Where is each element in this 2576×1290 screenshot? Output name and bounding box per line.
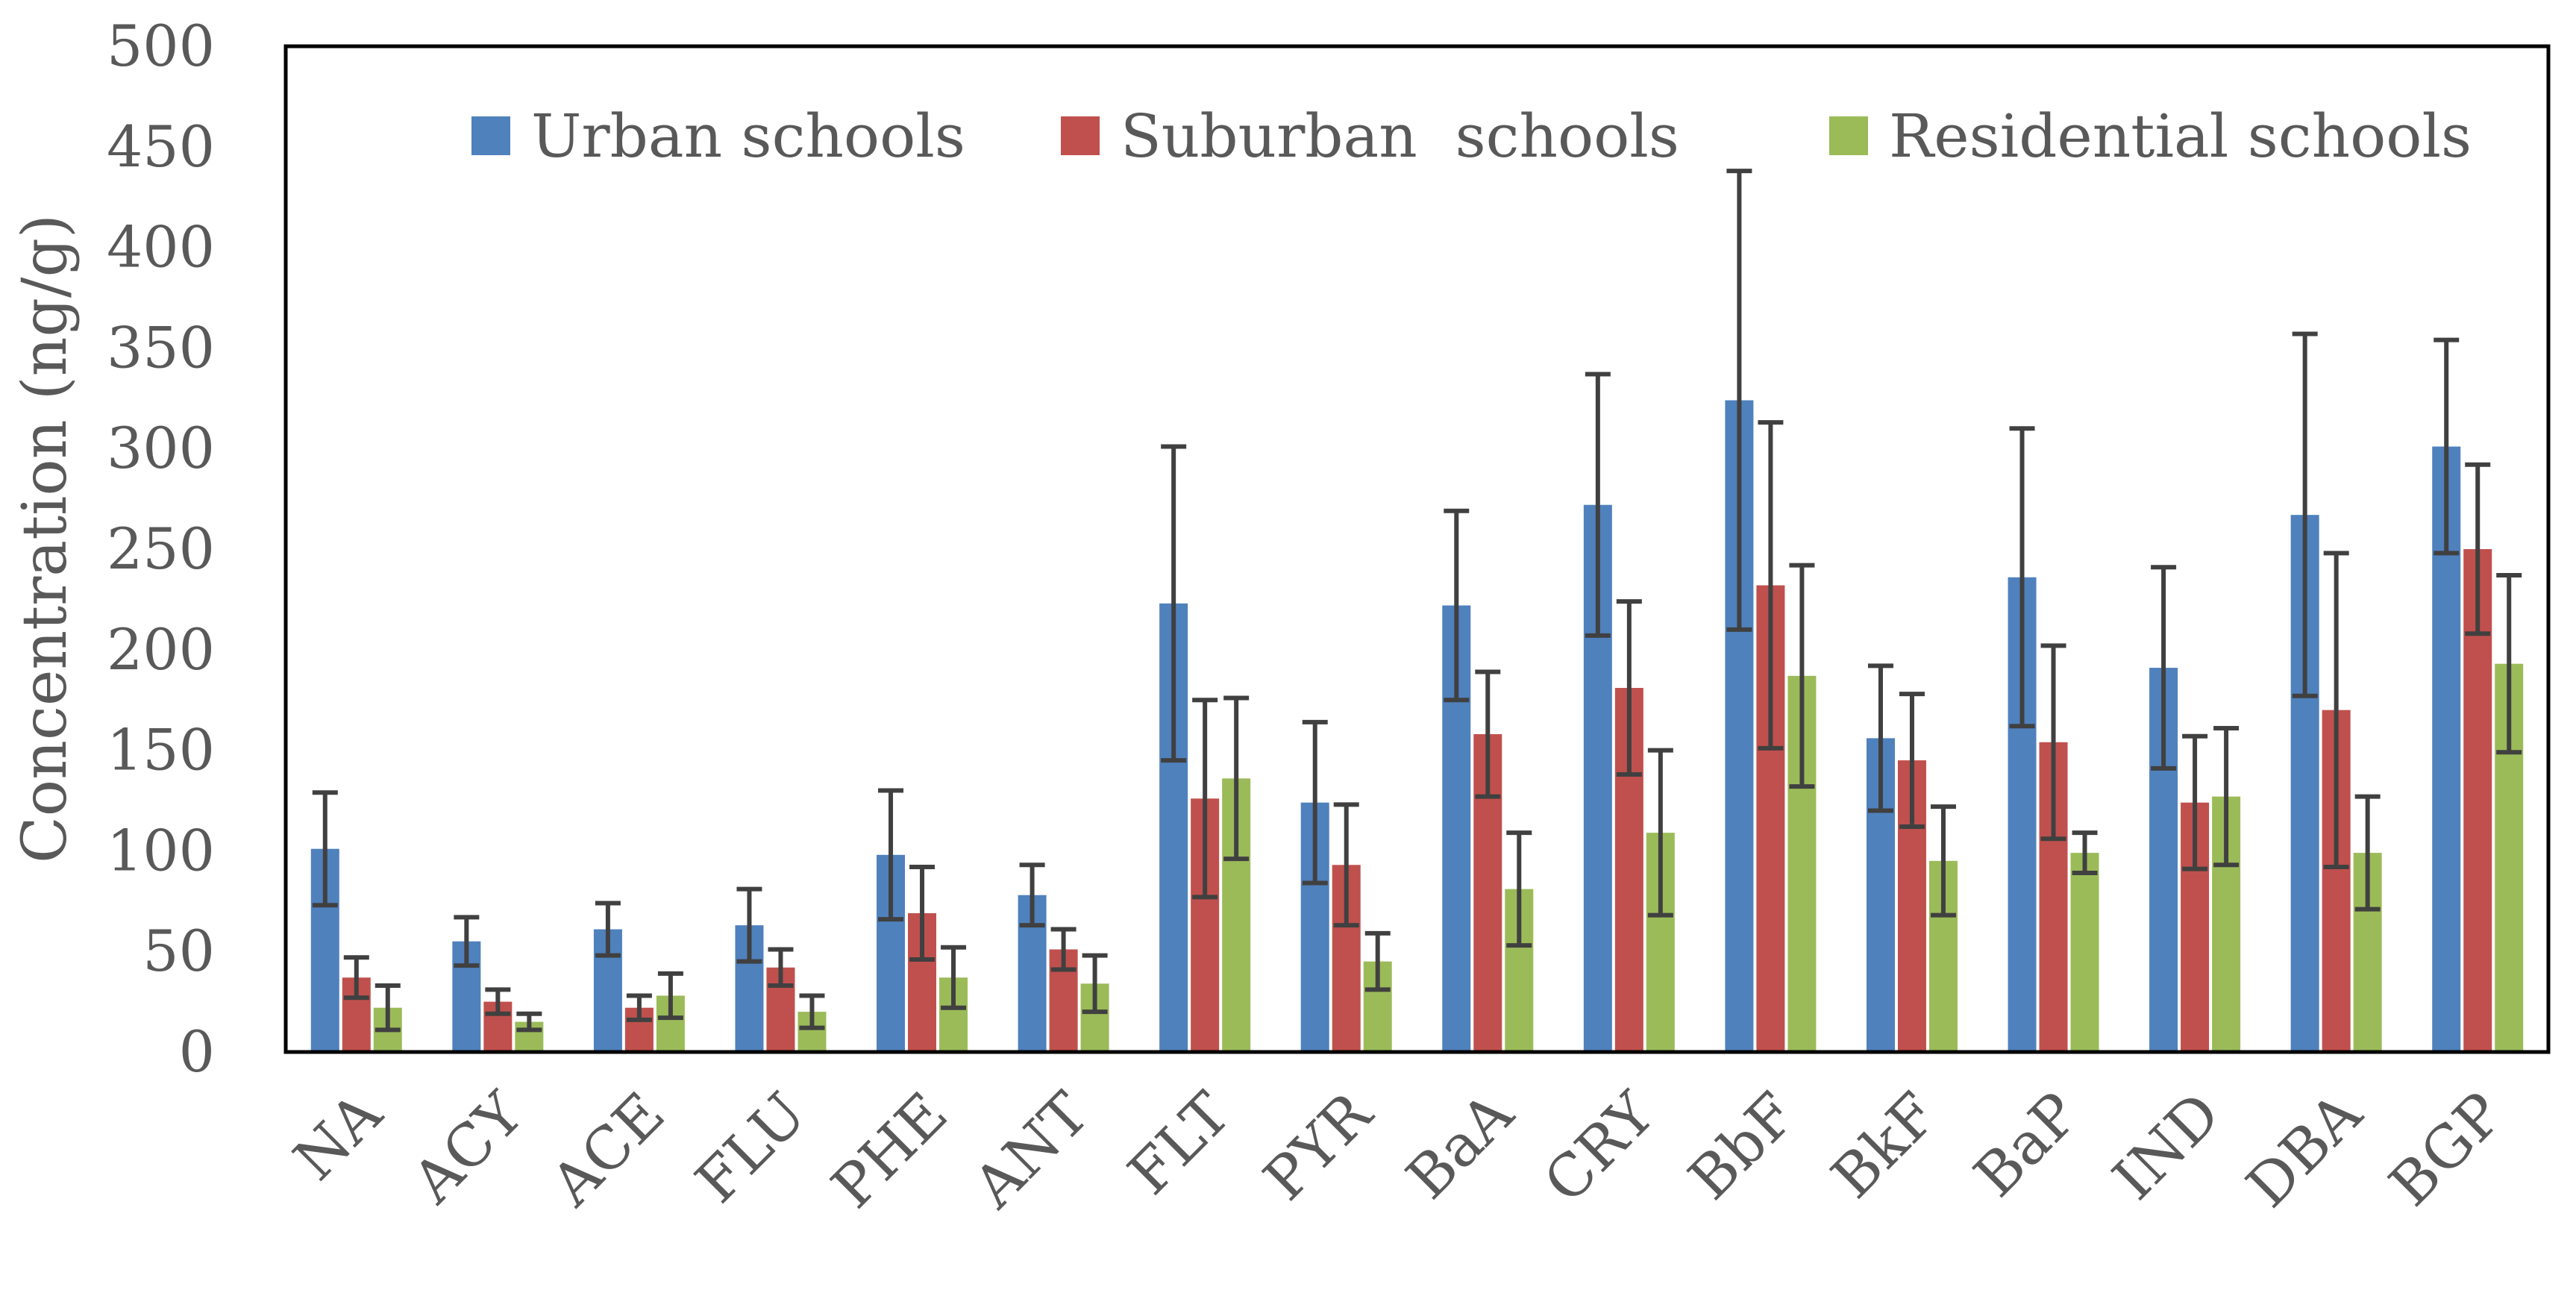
y-tick-label: 100 bbox=[107, 817, 215, 883]
y-tick-label: 200 bbox=[107, 616, 215, 683]
error-bar-dba-series-3 bbox=[2354, 794, 2381, 912]
error-bar-phe-series-3 bbox=[941, 945, 967, 1010]
error-bar-ind-series-2 bbox=[2182, 733, 2208, 871]
legend-label: Residential schools bbox=[1889, 101, 2472, 171]
error-bar-ant-series-2 bbox=[1050, 927, 1077, 972]
error-bar-bbf-series-3 bbox=[1789, 563, 1815, 789]
y-axis: 0 50 100 150 200 250 300 350 400 450 500 bbox=[107, 13, 215, 1085]
error-bar-dba-series-2 bbox=[2323, 551, 2349, 869]
error-bar-bkf-series-3 bbox=[1930, 804, 1956, 918]
x-tick-label: ANT bbox=[961, 1080, 1102, 1221]
error-bar-flt-series-3 bbox=[1223, 695, 1250, 862]
error-bar-flu-series-1 bbox=[736, 886, 762, 964]
error-bar-bap-series-3 bbox=[2072, 830, 2098, 876]
error-bar-acy-series-3 bbox=[516, 1011, 542, 1033]
x-tick-label: PHE bbox=[819, 1080, 960, 1221]
error-bar-cry-series-1 bbox=[1585, 372, 1611, 638]
legend-swatch bbox=[471, 116, 510, 155]
y-tick-label: 50 bbox=[142, 918, 215, 984]
error-bar-bbf-series-2 bbox=[1758, 420, 1784, 751]
bar-bap-series-3 bbox=[2070, 853, 2099, 1052]
x-tick-label: FLT bbox=[1116, 1080, 1244, 1208]
x-tick-label: ACE bbox=[539, 1080, 678, 1220]
error-bar-pyr-series-3 bbox=[1364, 930, 1391, 992]
error-bar-flu-series-3 bbox=[799, 993, 825, 1030]
error-bar-bkf-series-2 bbox=[1899, 692, 1925, 830]
x-tick-label: BaP bbox=[1962, 1080, 2092, 1210]
error-bar-bgp-series-3 bbox=[2496, 573, 2522, 755]
y-tick-label: 400 bbox=[107, 214, 215, 281]
error-bar-baa-series-1 bbox=[1444, 508, 1470, 703]
y-tick-label: 300 bbox=[107, 415, 215, 481]
x-tick-label: PYR bbox=[1251, 1079, 1385, 1213]
x-tick-label: FLU bbox=[683, 1080, 819, 1216]
error-bar-acy-series-2 bbox=[485, 987, 511, 1016]
error-bar-ant-series-3 bbox=[1082, 953, 1108, 1015]
legend-swatch bbox=[1061, 116, 1100, 155]
error-bar-ind-series-3 bbox=[2213, 725, 2240, 868]
error-bar-bkf-series-1 bbox=[1867, 663, 1893, 813]
error-bar-ace-series-2 bbox=[626, 993, 652, 1022]
error-bar-phe-series-2 bbox=[909, 864, 936, 962]
error-bars bbox=[312, 169, 2522, 1033]
legend-label: Urban schools bbox=[531, 101, 965, 171]
error-bar-baa-series-2 bbox=[1475, 669, 1501, 799]
error-bar-cry-series-2 bbox=[1616, 599, 1642, 777]
x-tick-label: IND bbox=[2101, 1080, 2234, 1213]
x-tick-label: BGP bbox=[2377, 1080, 2516, 1219]
error-bar-ind-series-1 bbox=[2151, 565, 2177, 771]
error-bar-phe-series-1 bbox=[878, 788, 904, 922]
error-bar-acy-series-1 bbox=[454, 915, 480, 968]
error-bar-ace-series-1 bbox=[595, 901, 621, 958]
error-bar-na-series-2 bbox=[343, 955, 369, 1001]
y-tick-label: 500 bbox=[107, 13, 215, 79]
y-tick-label: 250 bbox=[107, 516, 215, 582]
x-tick-label: ACY bbox=[400, 1080, 537, 1217]
legend-item-1: Urban schools bbox=[471, 101, 965, 171]
y-axis-label: Concentration (ng/g) bbox=[10, 214, 81, 863]
error-bar-pyr-series-2 bbox=[1333, 802, 1359, 928]
bars bbox=[310, 400, 2524, 1052]
x-tick-label: NA bbox=[281, 1080, 395, 1194]
legend-item-3: Residential schools bbox=[1829, 101, 2472, 171]
error-bar-flu-series-2 bbox=[768, 947, 794, 989]
error-bar-bgp-series-1 bbox=[2434, 337, 2460, 556]
error-bar-na-series-1 bbox=[312, 790, 338, 908]
error-bar-baa-series-3 bbox=[1506, 830, 1532, 948]
y-tick-label: 450 bbox=[107, 113, 215, 180]
error-bar-bap-series-2 bbox=[2040, 643, 2066, 842]
error-bar-bbf-series-1 bbox=[1726, 169, 1752, 632]
x-tick-label: CRY bbox=[1532, 1080, 1668, 1216]
x-tick-label: DBA bbox=[2234, 1080, 2375, 1221]
error-bar-na-series-3 bbox=[375, 983, 401, 1033]
error-bar-pyr-series-1 bbox=[1302, 719, 1328, 886]
error-bar-ant-series-1 bbox=[1019, 862, 1045, 928]
error-bar-cry-series-3 bbox=[1647, 748, 1673, 918]
x-tick-label: BkF bbox=[1820, 1080, 1951, 1212]
y-tick-label: 350 bbox=[107, 314, 215, 381]
error-bar-dba-series-1 bbox=[2292, 331, 2318, 698]
legend-label: Suburban schools bbox=[1121, 101, 1679, 171]
y-tick-label: 150 bbox=[107, 717, 215, 783]
x-tick-label: BaA bbox=[1394, 1080, 1527, 1212]
legend-swatch bbox=[1829, 116, 1868, 155]
x-axis: NA ACY ACE FLU PHE ANT FLT PYR BaA CRY BbF BkF BaP IN… bbox=[281, 1079, 2516, 1221]
error-bar-bgp-series-2 bbox=[2465, 462, 2491, 636]
legend-item-2: Suburban schools bbox=[1061, 101, 1679, 171]
error-bar-bap-series-1 bbox=[2009, 426, 2035, 729]
legend: Urban schools Suburban schools Residential… bbox=[471, 101, 2472, 171]
y-tick-label: 0 bbox=[179, 1018, 215, 1085]
error-bar-ace-series-3 bbox=[657, 971, 683, 1021]
error-bar-flt-series-1 bbox=[1161, 444, 1187, 763]
x-tick-label: BbF bbox=[1676, 1080, 1809, 1213]
error-bar-flt-series-2 bbox=[1192, 698, 1218, 900]
